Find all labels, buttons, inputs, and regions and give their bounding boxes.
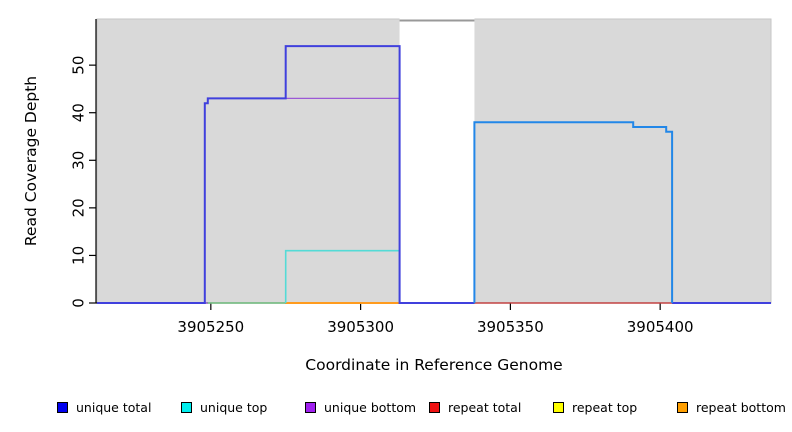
series-unique-total (97, 45, 475, 304)
legend-label: repeat bottom (696, 399, 786, 415)
legend-swatch-icon (57, 401, 68, 413)
legend-item-unique-bottom: unique bottom (305, 398, 416, 416)
y-tick-label: 30 (70, 151, 88, 170)
x-axis-title: Coordinate in Reference Genome (305, 356, 563, 374)
x-tick-label: 3905250 (177, 318, 244, 336)
x-tick-label: 3905350 (477, 318, 544, 336)
legend-item-unique-total: unique total (57, 398, 151, 416)
legend-swatch-icon (181, 401, 192, 413)
legend-item-unique-top: unique top (181, 398, 267, 416)
y-axis-title: Read Coverage Depth (22, 75, 40, 247)
legend: unique total unique top unique bottom repea… (0, 398, 792, 418)
legend-label: repeat top (572, 399, 638, 415)
legend-item-repeat-total: repeat total (429, 398, 521, 416)
y-tick-label: 10 (70, 246, 88, 265)
legend-label: unique total (76, 399, 152, 415)
x-tick-label: 3905400 (627, 318, 694, 336)
legend-swatch-icon (305, 401, 316, 413)
legend-label: unique bottom (324, 399, 417, 415)
legend-item-repeat-top: repeat top (553, 398, 637, 416)
y-tick-label: 40 (70, 103, 88, 122)
gap-region (399, 18, 475, 303)
x-tick-label: 3905300 (327, 318, 394, 336)
series-total-right-block- (473, 121, 674, 303)
y-tick-label: 20 (70, 198, 88, 217)
legend-swatch-icon (677, 401, 688, 413)
legend-item-repeat-bottom: repeat bottom (677, 398, 786, 416)
y-tick-label: 50 (70, 56, 88, 75)
legend-label: repeat total (448, 399, 522, 415)
legend-label: unique top (200, 399, 268, 415)
y-tick-label: 0 (70, 298, 88, 308)
legend-swatch-icon (429, 401, 440, 413)
legend-swatch-icon (553, 401, 564, 413)
